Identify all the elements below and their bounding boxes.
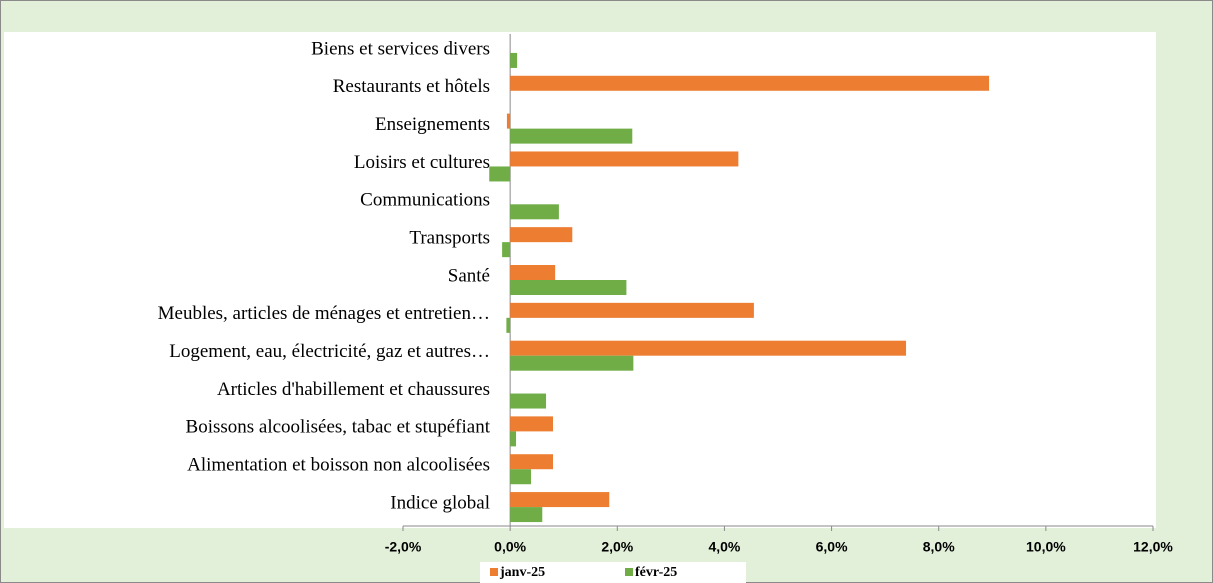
y-tick-label: Santé [448, 265, 490, 286]
bar [506, 113, 511, 129]
x-tick-label: 8,0% [923, 539, 955, 555]
bar [510, 75, 990, 91]
y-tick-label: Communications [360, 190, 490, 211]
bar [502, 242, 511, 258]
bar [510, 492, 610, 508]
x-tick-label: 10,0% [1026, 539, 1066, 555]
x-tick-label: 12,0% [1133, 539, 1173, 555]
bar [510, 265, 556, 280]
bar [510, 431, 517, 447]
legend-swatch [490, 568, 498, 576]
bar [510, 128, 633, 144]
bar [510, 280, 627, 295]
y-tick-label: Boissons alcoolisées, tabac et stupéfian… [186, 417, 491, 438]
x-tick-label: 0,0% [494, 539, 526, 555]
bar [510, 52, 518, 68]
bar [510, 151, 739, 167]
bar [510, 469, 532, 485]
bar [506, 317, 511, 333]
x-tick-label: 6,0% [816, 539, 848, 555]
bar [510, 204, 559, 220]
legend-label: janv-25 [499, 565, 545, 580]
y-tick-label: Loisirs et cultures [354, 152, 490, 173]
bar [510, 227, 573, 243]
y-tick-label: Biens et services divers [311, 38, 490, 59]
y-tick-label: Meubles, articles de ménages et entretie… [158, 303, 490, 324]
bar [510, 507, 543, 523]
bar [510, 355, 634, 371]
y-tick-label: Transports [409, 228, 490, 249]
legend-label: févr-25 [635, 565, 677, 580]
legend-background [480, 562, 746, 583]
bar [510, 454, 553, 470]
x-tick-label: -2,0% [385, 539, 422, 555]
bar [489, 166, 511, 182]
y-tick-label: Enseignements [375, 114, 490, 135]
y-tick-label: Restaurants et hôtels [333, 76, 490, 97]
legend-swatch [625, 568, 633, 576]
y-tick-label: Articles d'habillement et chaussures [217, 379, 490, 400]
x-tick-label: 2,0% [601, 539, 633, 555]
y-tick-label: Indice global [390, 492, 490, 513]
y-tick-label: Logement, eau, électricité, gaz et autre… [169, 341, 490, 362]
bar [510, 393, 547, 409]
bar [510, 302, 754, 318]
x-tick-label: 4,0% [708, 539, 740, 555]
y-tick-label: Alimentation et boisson non alcoolisées [187, 455, 490, 476]
bar [510, 340, 907, 356]
bar [510, 416, 553, 432]
